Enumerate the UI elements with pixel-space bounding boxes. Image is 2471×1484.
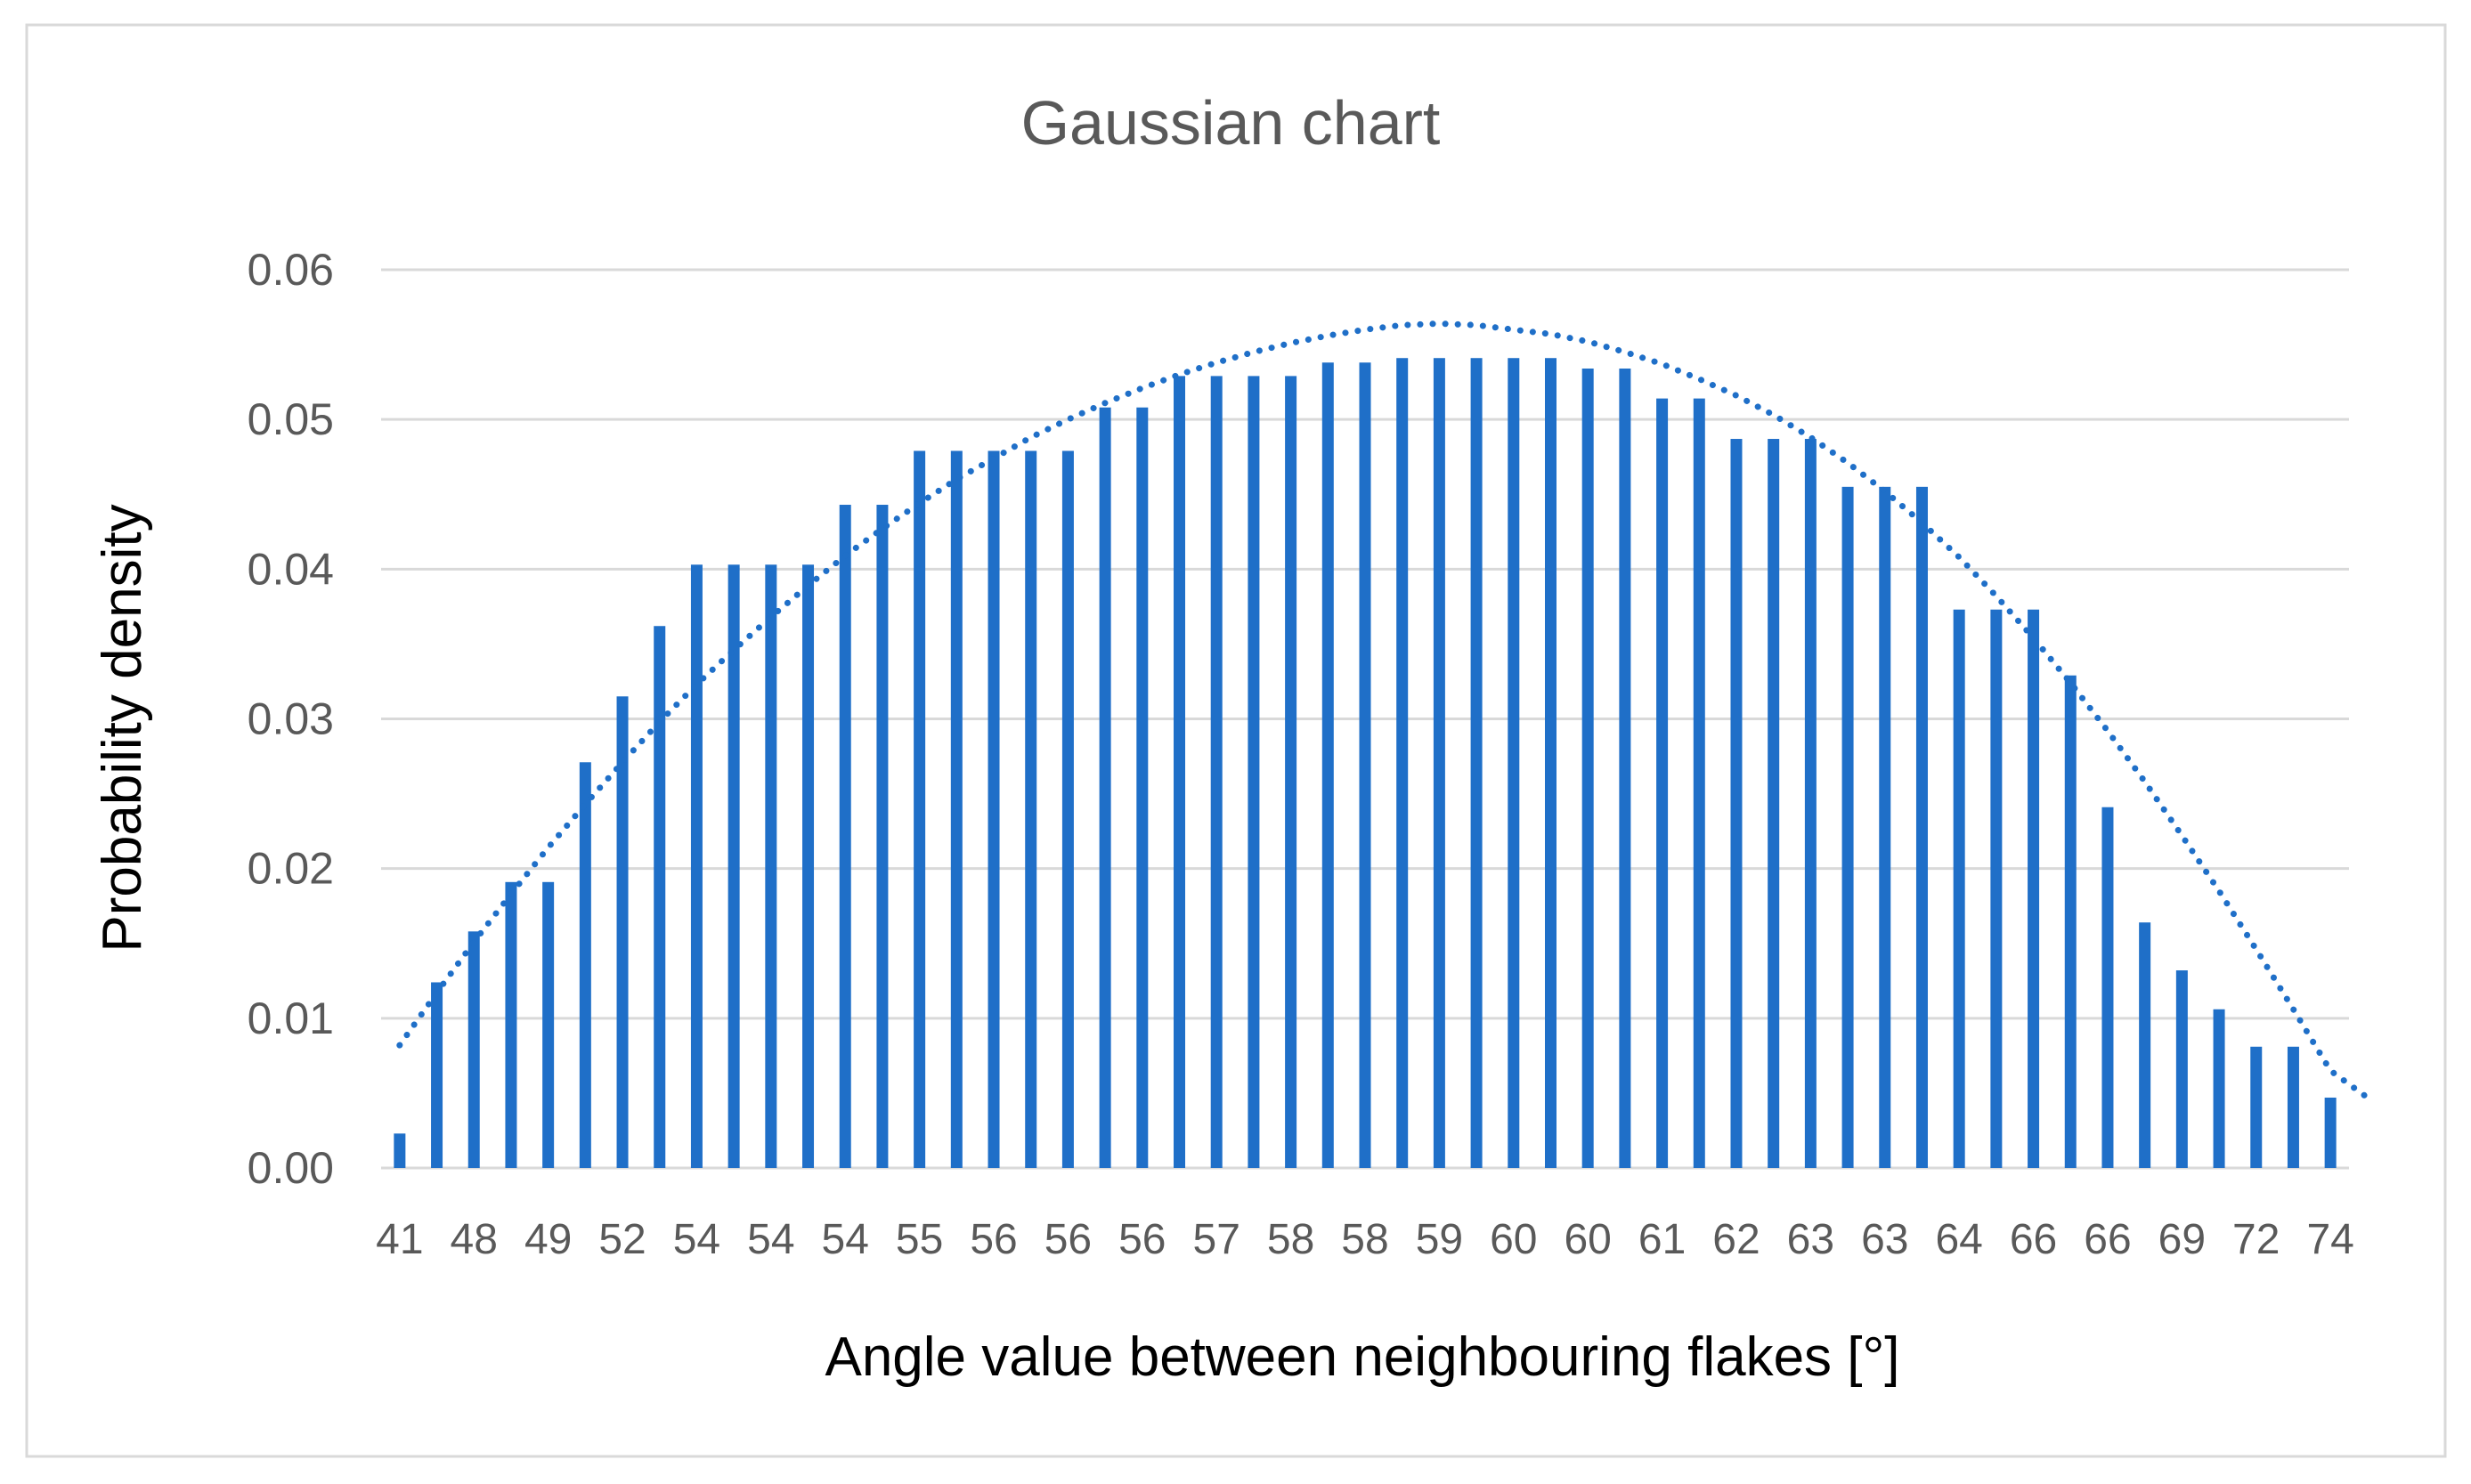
x-tick-label: 66 (2010, 1216, 2057, 1263)
bar (2139, 922, 2151, 1168)
bar (2250, 1046, 2263, 1168)
x-axis-title: Angle value between neighbouring flakes … (825, 1326, 1899, 1388)
y-tick-label: 0.05 (248, 394, 334, 444)
bar (765, 564, 777, 1168)
bar (1099, 407, 1111, 1168)
bar (1768, 439, 1780, 1168)
x-tick-labels: 41 48 49 52 54 54 54 55 56 56 56 57 58 58 59 60 60 61 62 63… (376, 1216, 2354, 1263)
bar (876, 505, 889, 1168)
bar (914, 450, 926, 1168)
x-tick-label: 59 (1416, 1216, 1463, 1263)
x-tick-label: 48 (451, 1216, 498, 1263)
bar (950, 450, 963, 1168)
x-tick-label: 56 (1118, 1216, 1166, 1263)
bar (1248, 376, 1260, 1169)
bar (2064, 675, 2077, 1168)
bar (727, 564, 740, 1168)
bar (690, 564, 703, 1168)
bar (1136, 407, 1149, 1168)
chart-title: Gaussian chart (1021, 88, 1441, 158)
x-tick-label: 41 (376, 1216, 423, 1263)
bar (988, 450, 1000, 1168)
x-tick-label: 54 (822, 1216, 869, 1263)
bars (394, 358, 2337, 1169)
x-tick-label: 63 (1861, 1216, 1908, 1263)
bar (2213, 1009, 2225, 1168)
y-tick-label: 0.06 (248, 245, 334, 295)
bar (2175, 970, 2188, 1168)
bar (505, 881, 517, 1168)
bar (654, 626, 666, 1168)
x-tick-label: 54 (673, 1216, 720, 1263)
x-tick-label: 74 (2306, 1216, 2353, 1263)
bar (802, 564, 815, 1168)
bar (1730, 439, 1743, 1168)
bar (579, 762, 591, 1168)
bar (1656, 398, 1669, 1169)
bar (1210, 376, 1223, 1169)
x-tick-label: 55 (896, 1216, 943, 1263)
y-tick-label: 0.03 (248, 694, 334, 744)
x-tick-label: 58 (1341, 1216, 1388, 1263)
x-tick-label: 56 (970, 1216, 1017, 1263)
bar (1990, 609, 2003, 1168)
bar (2324, 1097, 2337, 1168)
x-tick-label: 57 (1193, 1216, 1240, 1263)
bar (1174, 376, 1186, 1169)
bar (1321, 362, 1334, 1169)
bar (1285, 376, 1297, 1169)
chart-frame (25, 23, 2447, 1458)
y-tick-label: 0.01 (248, 993, 334, 1043)
y-tick-label: 0.02 (248, 844, 334, 894)
x-tick-label: 56 (1044, 1216, 1092, 1263)
bar (394, 1133, 406, 1168)
bar (1804, 439, 1817, 1168)
bar (1396, 358, 1409, 1168)
x-tick-label: 61 (1638, 1216, 1686, 1263)
x-tick-label: 49 (524, 1216, 572, 1263)
bar (616, 696, 629, 1168)
bar (1025, 450, 1037, 1168)
x-tick-label: 64 (1935, 1216, 1982, 1263)
bar (1953, 609, 1965, 1168)
bar (1508, 358, 1520, 1168)
y-tick-label: 0.00 (248, 1143, 334, 1193)
bar (431, 982, 443, 1168)
x-tick-label: 69 (2158, 1216, 2206, 1263)
x-tick-label: 66 (2084, 1216, 2131, 1263)
trendline (396, 320, 2371, 1101)
bar (1359, 362, 1371, 1169)
bar (839, 505, 851, 1168)
bar (1470, 358, 1483, 1168)
bar (467, 931, 480, 1168)
bar (1544, 358, 1557, 1168)
bar (2287, 1046, 2299, 1168)
x-tick-label: 62 (1712, 1216, 1760, 1263)
bar (542, 881, 555, 1168)
bar (1879, 486, 1891, 1168)
bar (2028, 609, 2040, 1168)
x-tick-label: 60 (1564, 1216, 1611, 1263)
y-tick-label: 0.04 (248, 544, 334, 594)
bar (1915, 486, 1928, 1168)
x-tick-label: 58 (1267, 1216, 1314, 1263)
y-tick-labels: 0.00 0.01 0.02 0.03 0.04 0.05 0.06 (248, 245, 334, 1193)
bar (1581, 368, 1594, 1168)
bar (1433, 358, 1445, 1168)
x-tick-label: 63 (1787, 1216, 1834, 1263)
bar (2101, 807, 2114, 1168)
x-tick-label: 72 (2232, 1216, 2280, 1263)
x-tick-label: 60 (1490, 1216, 1537, 1263)
x-tick-label: 52 (598, 1216, 646, 1263)
bar (1061, 450, 1074, 1168)
bar (1693, 398, 1705, 1169)
bar (1619, 368, 1631, 1168)
x-tick-label: 54 (747, 1216, 794, 1263)
y-axis-title: Probability density (92, 504, 153, 952)
bar (1841, 486, 1854, 1168)
